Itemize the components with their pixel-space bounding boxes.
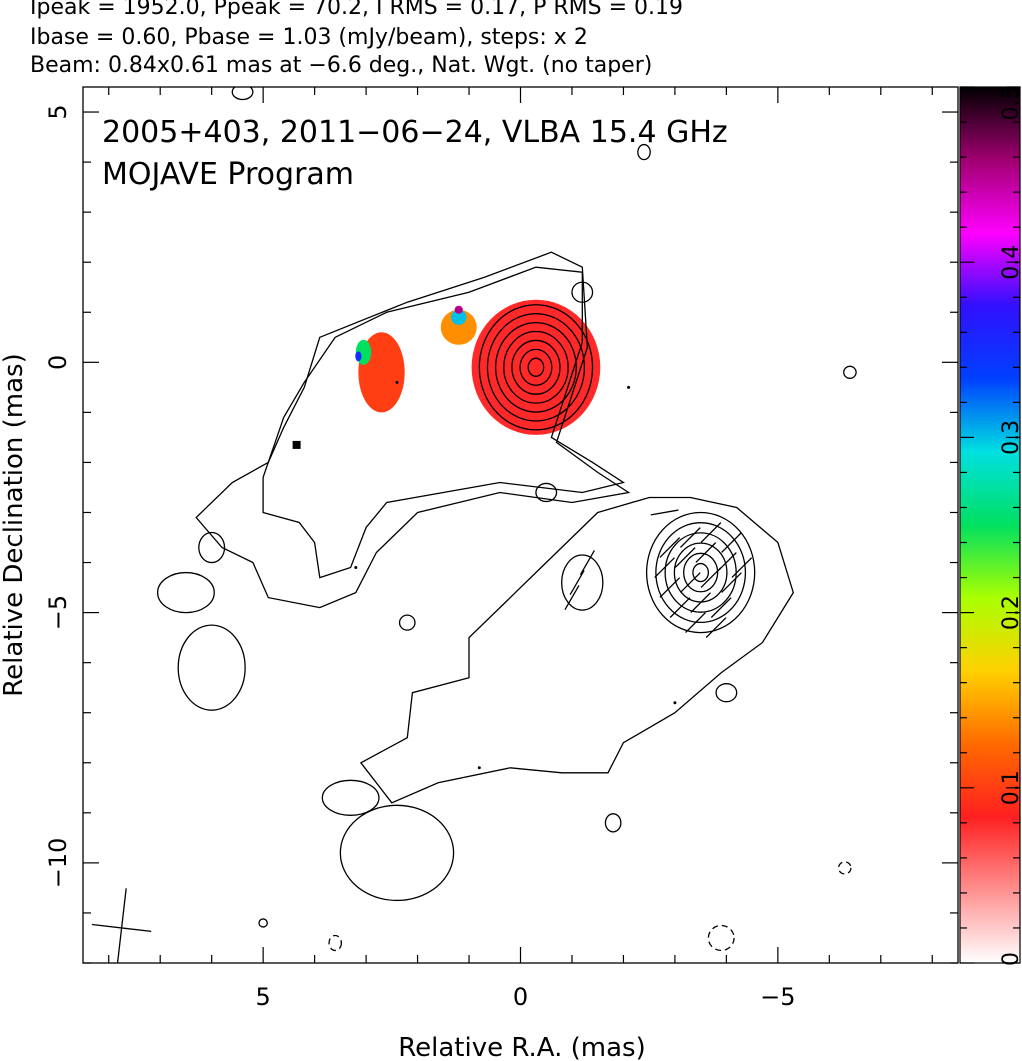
evpa-tick	[700, 522, 722, 543]
contour-island	[156, 571, 215, 614]
evpa-tick	[721, 572, 742, 593]
jet-contour	[262, 266, 626, 579]
contour-island	[637, 143, 651, 161]
negative-contour	[707, 924, 735, 952]
polarization-region	[471, 299, 601, 435]
polarization-region	[440, 309, 477, 345]
contour-island	[339, 804, 455, 902]
evpa-tick	[659, 577, 681, 598]
contour-dot	[354, 566, 358, 570]
colorbar-tick-label: 0.5	[999, 86, 1022, 121]
evpa-tick	[731, 557, 753, 578]
polarization-region	[355, 351, 362, 362]
negative-contour	[837, 861, 852, 875]
y-tick-label: −5	[44, 595, 72, 630]
polarization-region	[454, 305, 463, 314]
evpa-tick	[650, 509, 679, 516]
y-tick-label: 0	[44, 355, 72, 370]
header-line-2: Ibase = 0.60, Pbase = 1.03 (mJy/beam), s…	[30, 25, 588, 50]
axes	[83, 87, 958, 964]
knot-contour	[673, 542, 728, 603]
contour-dot	[477, 766, 481, 770]
negative-contour	[328, 934, 343, 952]
contour-dot	[627, 385, 631, 389]
knot-contour	[664, 532, 737, 613]
contour-island	[843, 365, 857, 379]
jet-contour	[359, 496, 795, 804]
evpa-tick	[669, 597, 691, 618]
evpa-tick	[679, 572, 701, 593]
evpa-tick	[579, 550, 595, 575]
colorbar-tick-label: 0.1	[999, 770, 1022, 805]
contour-island	[571, 281, 594, 303]
jet-contour	[195, 251, 631, 609]
evpa-tick	[685, 612, 706, 633]
evpa-tick	[654, 557, 675, 578]
component-marker	[292, 440, 301, 449]
plot-frame	[82, 86, 959, 964]
x-tick-label: 5	[256, 983, 271, 1011]
colorbar-tick-label: 0.2	[999, 595, 1022, 630]
colorbar-ticks	[960, 86, 1020, 964]
evpa-ticks	[91, 509, 753, 963]
evpa-tick	[721, 532, 742, 553]
total-intensity-contours	[156, 87, 857, 952]
y-tick-label: −10	[44, 838, 72, 889]
colorbar-tick-label: 0.3	[999, 420, 1022, 455]
core-contour	[494, 321, 577, 413]
contour-island	[321, 779, 380, 816]
evpa-tick	[679, 527, 701, 548]
core-contour	[486, 313, 586, 422]
contour-island	[398, 614, 416, 631]
x-tick-label: 0	[513, 983, 528, 1011]
colorbar	[959, 86, 1021, 964]
header-line-3: Beam: 0.84x0.61 mas at −6.6 deg., Nat. W…	[30, 53, 653, 78]
y-tick-label: 5	[44, 104, 72, 119]
y-axis-label: Relative Declination (mas)	[0, 353, 29, 696]
colorbar-tick-label: 0.4	[999, 245, 1022, 280]
beam-minor-axis	[91, 923, 152, 933]
contour-island	[177, 624, 246, 711]
contour-island	[535, 482, 558, 503]
knot-contour	[692, 562, 710, 583]
evpa-tick	[695, 542, 717, 563]
core-contour	[519, 348, 553, 386]
core-contour	[478, 304, 594, 431]
x-axis-label: Relative R.A. (mas)	[398, 1033, 645, 1061]
core-contour	[503, 330, 569, 404]
evpa-tick	[690, 592, 712, 613]
evpa-tick	[659, 537, 681, 558]
evpa-tick	[700, 567, 722, 588]
x-tick-label: −5	[760, 983, 795, 1011]
evpa-tick	[674, 547, 696, 568]
evpa-tick	[564, 585, 580, 611]
evpa-tick	[705, 617, 727, 638]
contour-island	[561, 554, 604, 611]
chart-title: 2005+403, 2011−06−24, VLBA 15.4 GHz	[102, 115, 728, 150]
contour-dot	[395, 380, 399, 384]
chart-subtitle: MOJAVE Program	[102, 157, 354, 192]
contour-island	[258, 918, 268, 928]
core-contour	[527, 357, 545, 377]
contour-island	[715, 683, 738, 703]
header-line-1: Ipeak = 1952.0, Ppeak = 70.2, I RMS = 0.…	[30, 0, 683, 20]
evpa-tick	[710, 597, 732, 618]
contour-dot	[673, 701, 677, 705]
evpa-tick	[569, 570, 585, 596]
knot-contour	[645, 511, 756, 634]
contour-island	[198, 531, 226, 564]
polarization-image	[355, 299, 601, 435]
knot-contour	[655, 522, 747, 624]
core-contour	[511, 339, 561, 395]
contour-island	[604, 813, 622, 833]
knot-contour	[683, 552, 719, 593]
contour-island	[231, 87, 254, 101]
polarization-region	[451, 309, 467, 325]
colorbar-tick-label: 0	[999, 952, 1022, 966]
